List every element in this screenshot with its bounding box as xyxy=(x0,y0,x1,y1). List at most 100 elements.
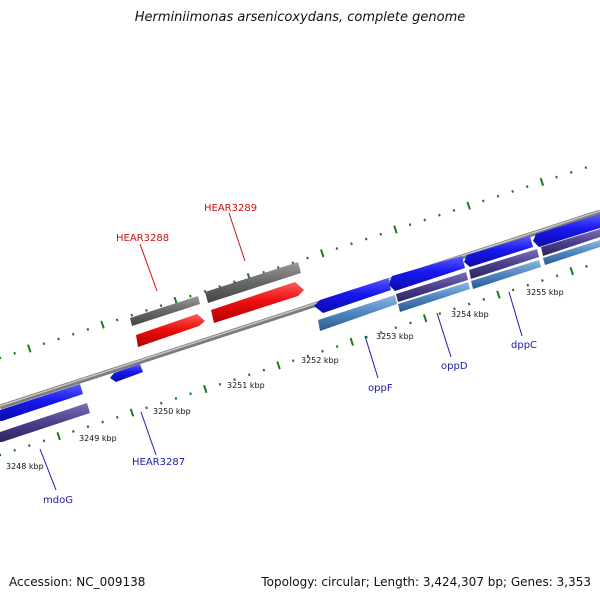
minor-tick xyxy=(233,378,236,381)
lower-tick-ruler xyxy=(0,264,588,457)
major-tick xyxy=(422,314,428,323)
gene-label-oppD[interactable]: oppD xyxy=(441,361,468,372)
gene-mdoG-cog[interactable] xyxy=(0,403,90,442)
minor-tick xyxy=(379,330,383,334)
minor-tick xyxy=(57,337,60,341)
minor-tick xyxy=(481,199,485,203)
scale-label: 3252 kbp xyxy=(301,356,339,365)
minor-tick xyxy=(189,392,192,396)
minor-tick xyxy=(526,283,530,287)
gene-label-hear3289[interactable]: HEAR3289 xyxy=(204,203,257,214)
minor-tick xyxy=(262,368,266,372)
minor-tick xyxy=(453,307,456,311)
minor-tick xyxy=(189,294,192,298)
gene-oppF-cds[interactable] xyxy=(314,278,391,313)
minor-tick xyxy=(496,194,500,198)
minor-tick xyxy=(13,351,16,355)
minor-tick xyxy=(482,297,486,301)
scale-label: 3248 kbp xyxy=(6,462,44,471)
minor-tick xyxy=(71,332,75,336)
minor-tick xyxy=(555,274,559,278)
scale-label: 3255 kbp xyxy=(526,288,564,297)
minor-tick xyxy=(364,237,368,241)
minor-tick xyxy=(394,326,398,330)
genome-summary-text: Topology: circular; Length: 3,424,307 bp… xyxy=(261,575,591,589)
genome-backbone xyxy=(0,209,600,410)
minor-tick xyxy=(291,359,295,363)
gene-next-cog[interactable] xyxy=(541,229,600,256)
minor-tick xyxy=(452,208,456,212)
minor-tick xyxy=(101,420,104,424)
gene-dppC-cog2[interactable] xyxy=(471,260,541,289)
minor-tick xyxy=(335,247,339,250)
gene-oppD-cog2[interactable] xyxy=(398,282,470,312)
major-tick xyxy=(276,361,281,370)
minor-tick xyxy=(379,232,383,236)
minor-tick xyxy=(525,185,529,189)
minor-tick xyxy=(28,444,31,448)
minor-tick xyxy=(159,401,163,405)
minor-tick xyxy=(42,342,46,346)
major-tick xyxy=(496,290,501,299)
gene-mdoG-cds[interactable] xyxy=(0,384,83,421)
major-tick xyxy=(27,344,32,353)
major-tick xyxy=(539,177,545,186)
gene-next-cds[interactable] xyxy=(533,214,600,247)
gene-label-oppF[interactable]: oppF xyxy=(368,383,393,394)
minor-tick xyxy=(306,354,310,358)
scale-label: 3249 kbp xyxy=(79,434,117,443)
minor-tick xyxy=(408,223,412,227)
minor-tick xyxy=(86,327,90,331)
minor-tick xyxy=(585,264,588,268)
minor-tick xyxy=(555,175,558,179)
minor-tick xyxy=(13,448,16,452)
scale-label: 3253 kbp xyxy=(376,332,414,341)
gene-leaders xyxy=(39,212,523,491)
major-tick xyxy=(56,432,61,441)
gene-hear3289-rna[interactable] xyxy=(205,262,301,303)
major-tick xyxy=(349,337,355,346)
gene-label-dppC[interactable]: dppC xyxy=(511,340,537,351)
gene-hear3288-cds[interactable] xyxy=(136,314,205,347)
gene-oppF-cog[interactable] xyxy=(318,295,397,331)
minor-tick xyxy=(71,429,75,433)
gene-hear3288-rna[interactable] xyxy=(130,296,200,326)
minor-tick xyxy=(145,406,148,410)
gene-hear3287-cds[interactable] xyxy=(110,364,143,382)
gene-dppC-cog[interactable] xyxy=(469,249,539,279)
major-tick xyxy=(569,266,574,276)
scale-label: 3254 kbp xyxy=(451,310,489,319)
gene-label-hear3287[interactable]: HEAR3287 xyxy=(132,457,185,468)
minor-tick xyxy=(115,415,119,419)
minor-tick xyxy=(569,170,573,174)
forward-strand-features xyxy=(0,214,600,442)
minor-tick xyxy=(321,349,324,353)
gene-oppD-cds[interactable] xyxy=(389,256,465,291)
minor-tick xyxy=(86,425,90,429)
major-tick xyxy=(203,384,208,394)
minor-tick xyxy=(350,242,353,246)
gene-dppC-cds[interactable] xyxy=(464,236,533,267)
gene-label-hear3288[interactable]: HEAR3288 xyxy=(116,233,169,244)
minor-tick xyxy=(511,288,515,292)
minor-tick xyxy=(438,213,441,217)
minor-tick xyxy=(365,335,368,339)
minor-tick xyxy=(145,308,148,312)
minor-tick xyxy=(42,439,46,443)
map-title: Herminiimonas arsenicoxydans, complete g… xyxy=(134,10,466,25)
scale-label: 3250 kbp xyxy=(153,407,191,416)
gene-hear3289-cds[interactable] xyxy=(211,282,304,323)
minor-tick xyxy=(115,318,119,322)
gene-oppD-cog[interactable] xyxy=(396,272,468,302)
gene-labels: mdoG HEAR3287 HEAR3288 HEAR3289 oppF opp… xyxy=(43,203,537,506)
gene-next-cog2[interactable] xyxy=(543,240,600,265)
major-tick xyxy=(466,201,471,210)
minor-tick xyxy=(584,166,588,170)
gene-label-mdoG[interactable]: mdoG xyxy=(43,495,73,506)
minor-tick xyxy=(174,396,178,400)
scale-labels: 3248 kbp 3249 kbp 3250 kbp 3251 kbp 3252… xyxy=(6,288,564,471)
minor-tick xyxy=(335,345,339,348)
minor-tick xyxy=(423,218,427,222)
major-tick xyxy=(129,408,135,417)
